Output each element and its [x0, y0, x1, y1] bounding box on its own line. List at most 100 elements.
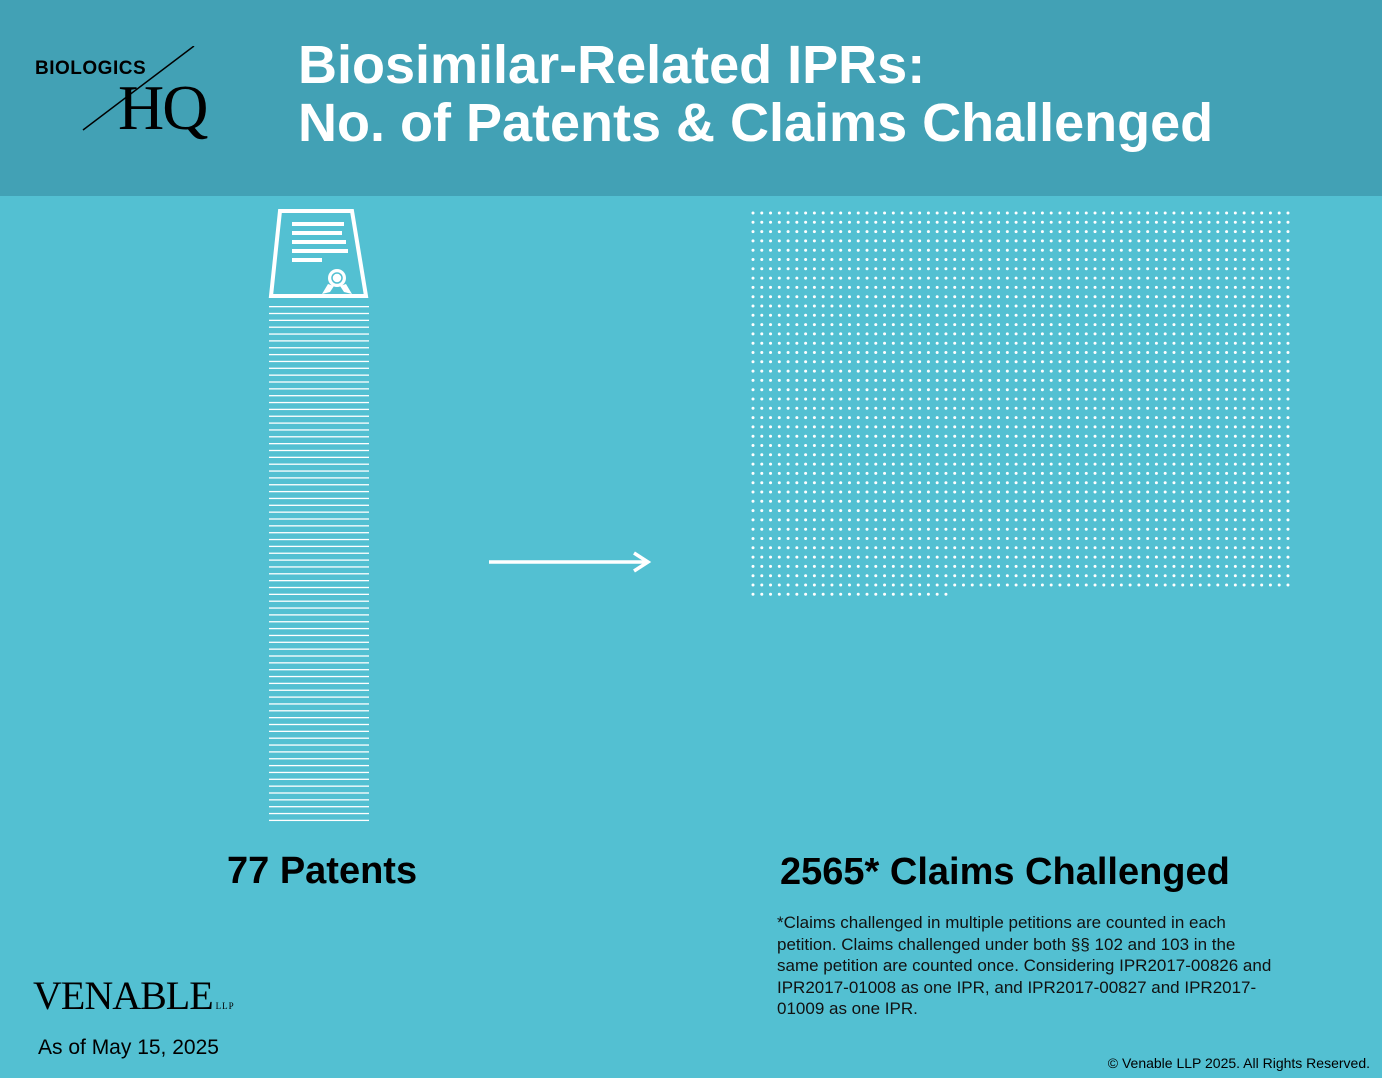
claim-dot: [1216, 425, 1220, 429]
claim-dot: [777, 527, 781, 531]
claim-dot: [1207, 546, 1211, 550]
claim-dot: [777, 416, 781, 420]
claim-dot: [865, 323, 869, 327]
claim-dot: [1119, 285, 1123, 289]
claim-dot: [1251, 369, 1255, 373]
patent-line: [269, 443, 369, 445]
claim-dot: [979, 295, 983, 299]
claim-dot: [1216, 555, 1220, 559]
claim-dot: [1172, 509, 1176, 513]
claim-dot: [1128, 388, 1132, 392]
claim-dot: [1005, 444, 1009, 447]
claim-dot: [1111, 471, 1115, 475]
claim-dot: [821, 592, 825, 596]
claim-dot: [1084, 462, 1088, 466]
claim-dot: [1277, 444, 1281, 447]
claim-dot: [786, 416, 790, 420]
claim-dot: [1251, 378, 1255, 382]
claim-dot: [804, 230, 808, 234]
claim-dot: [900, 276, 904, 280]
claim-dot: [1128, 313, 1132, 317]
claim-dot: [1128, 574, 1132, 578]
claim-dot: [1023, 239, 1027, 243]
claim-dot: [1102, 267, 1106, 271]
claim-dot: [1032, 211, 1036, 215]
claim-dot: [1049, 332, 1053, 336]
claim-dot: [1268, 471, 1272, 475]
claim-dot: [979, 471, 983, 475]
claim-dot: [1181, 509, 1185, 513]
claim-dot: [1093, 388, 1097, 392]
claim-dot: [786, 527, 790, 531]
claim-dot: [909, 518, 913, 522]
claim-dot: [804, 332, 808, 336]
claim-dot: [1084, 304, 1088, 308]
patent-line: [269, 484, 369, 486]
claim-dot: [1251, 527, 1255, 531]
claim-dot: [1242, 425, 1246, 429]
claim-dot: [1119, 574, 1123, 578]
claim-dot: [1207, 360, 1211, 364]
claim-dot: [1190, 518, 1193, 522]
claim-dot: [751, 444, 755, 447]
claim-dot: [961, 555, 965, 559]
claim-dot: [961, 434, 965, 438]
claim-dot: [944, 258, 948, 261]
claim-dot: [1049, 444, 1053, 447]
claim-dot: [891, 276, 895, 280]
claim-dot: [1075, 351, 1079, 354]
claim-dot: [979, 425, 983, 429]
claim-dot: [777, 239, 781, 243]
claim-dot: [1146, 351, 1150, 354]
claim-dot: [1154, 462, 1158, 466]
claim-dot: [997, 499, 1001, 503]
claim-dot: [1207, 453, 1211, 457]
claim-dot: [1084, 323, 1088, 327]
claim-dot: [1049, 462, 1053, 466]
claim-dot: [821, 304, 825, 308]
claim-dot: [1216, 509, 1220, 513]
claim-dot: [1233, 341, 1237, 345]
claim-dot: [1119, 518, 1123, 522]
claim-dot: [874, 258, 878, 261]
claim-dot: [786, 397, 790, 401]
claim-dot: [839, 397, 843, 401]
claim-dot: [883, 416, 887, 420]
claim-dot: [1040, 499, 1044, 503]
claim-dot: [1128, 239, 1132, 243]
claim-dot: [865, 499, 869, 503]
claim-dot: [1014, 351, 1018, 354]
claim-dot: [1093, 434, 1097, 438]
claim-dot: [1268, 360, 1272, 364]
claim-dot: [1032, 481, 1036, 485]
claim-dot: [988, 406, 992, 410]
claim-dot: [769, 276, 773, 280]
claim-dot: [1040, 285, 1044, 289]
claim-dot: [865, 378, 869, 382]
claim-dot: [847, 481, 851, 485]
claim-dot: [795, 583, 799, 587]
claim-dot: [1075, 434, 1079, 438]
claim-dot: [1163, 239, 1167, 243]
claim-dot: [1075, 313, 1079, 317]
claim-dot: [1137, 471, 1141, 475]
claim-dot: [751, 499, 755, 503]
claim-dot: [1137, 323, 1141, 327]
claim-dot: [1084, 416, 1088, 420]
claim-dot: [944, 555, 948, 559]
claim-dot: [777, 341, 781, 345]
claim-dot: [944, 369, 948, 373]
claim-dot: [1163, 471, 1167, 475]
claim-dot: [1137, 444, 1141, 447]
claim-dot: [1233, 499, 1237, 503]
claim-dot: [874, 499, 878, 503]
patent-line: [269, 395, 369, 397]
claim-dot: [874, 453, 878, 457]
claim-dot: [935, 341, 939, 345]
claim-dot: [865, 258, 869, 261]
claim-dot: [1102, 332, 1106, 336]
claim-dot: [891, 397, 895, 401]
claim-dot: [1242, 239, 1246, 243]
claim-dot: [970, 351, 974, 354]
claim-dot: [1075, 509, 1079, 513]
